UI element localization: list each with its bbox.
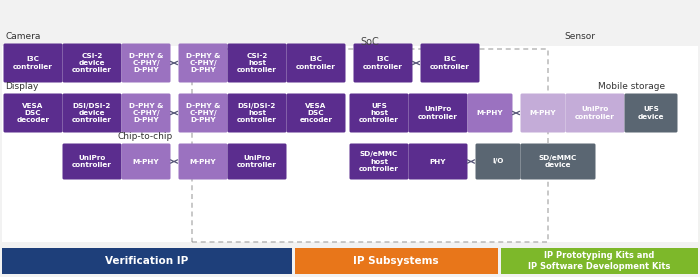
Text: I/O: I/O [492,158,504,165]
Text: SD/eMMC
device: SD/eMMC device [539,155,578,168]
Text: I3C
controller: I3C controller [430,57,470,70]
Text: I3C
controller: I3C controller [13,57,53,70]
Text: SD/eMMC
host
controller: SD/eMMC host controller [359,151,399,172]
Text: PHY: PHY [430,158,447,165]
Text: D-PHY &
C-PHY/
D-PHY: D-PHY & C-PHY/ D-PHY [186,53,220,73]
FancyBboxPatch shape [122,143,171,179]
FancyBboxPatch shape [521,143,596,179]
FancyBboxPatch shape [349,143,409,179]
Text: Verification IP: Verification IP [106,256,188,266]
FancyBboxPatch shape [122,43,171,83]
Text: UniPro
controller: UniPro controller [575,106,615,120]
Text: I3C
controller: I3C controller [363,57,403,70]
Text: M-PHY: M-PHY [190,158,216,165]
FancyBboxPatch shape [409,94,468,132]
FancyBboxPatch shape [62,143,122,179]
Text: UFS
host
controller: UFS host controller [359,103,399,123]
FancyBboxPatch shape [624,94,678,132]
Text: Camera: Camera [5,32,41,41]
FancyBboxPatch shape [349,94,409,132]
Text: Chip-to-chip: Chip-to-chip [118,132,174,141]
Text: M-PHY: M-PHY [477,110,503,116]
Text: Mobile storage: Mobile storage [598,82,665,91]
FancyBboxPatch shape [4,94,62,132]
FancyBboxPatch shape [286,94,346,132]
FancyBboxPatch shape [421,43,480,83]
FancyBboxPatch shape [62,94,122,132]
FancyBboxPatch shape [521,94,566,132]
Text: M-PHY: M-PHY [530,110,556,116]
Text: UniPro
controller: UniPro controller [418,106,458,120]
FancyBboxPatch shape [62,43,122,83]
FancyBboxPatch shape [475,143,521,179]
FancyBboxPatch shape [354,43,412,83]
Text: IP Subsystems: IP Subsystems [354,256,439,266]
FancyBboxPatch shape [178,43,228,83]
Text: CSI-2
host
controller: CSI-2 host controller [237,53,277,73]
Text: Sensor: Sensor [564,32,595,41]
FancyBboxPatch shape [4,43,62,83]
FancyBboxPatch shape [295,248,498,274]
Text: IP Prototyping Kits and
IP Software Development Kits: IP Prototyping Kits and IP Software Deve… [528,251,670,271]
Text: CSI-2
device
controller: CSI-2 device controller [72,53,112,73]
Text: UniPro
controller: UniPro controller [72,155,112,168]
Text: D-PHY &
C-PHY/
D-PHY: D-PHY & C-PHY/ D-PHY [129,53,163,73]
FancyBboxPatch shape [501,248,698,274]
FancyBboxPatch shape [228,43,286,83]
FancyBboxPatch shape [409,143,468,179]
Text: VESA
DSC
encoder: VESA DSC encoder [300,103,332,123]
FancyBboxPatch shape [122,94,171,132]
FancyBboxPatch shape [2,248,292,274]
Text: UFS
device: UFS device [638,106,664,120]
Text: Display: Display [5,82,38,91]
Text: I3C
controller: I3C controller [296,57,336,70]
FancyBboxPatch shape [178,94,228,132]
Text: DSI/DSI-2
host
controller: DSI/DSI-2 host controller [237,103,277,123]
Text: VESA
DSC
decoder: VESA DSC decoder [17,103,50,123]
FancyBboxPatch shape [228,94,286,132]
FancyBboxPatch shape [178,143,228,179]
Text: M-PHY: M-PHY [133,158,160,165]
Text: UniPro
controller: UniPro controller [237,155,277,168]
FancyBboxPatch shape [468,94,512,132]
FancyBboxPatch shape [286,43,346,83]
FancyBboxPatch shape [228,143,286,179]
Text: D-PHY &
C-PHY/
D-PHY: D-PHY & C-PHY/ D-PHY [129,103,163,123]
FancyBboxPatch shape [566,94,624,132]
FancyBboxPatch shape [2,46,698,242]
Text: DSI/DSI-2
device
controller: DSI/DSI-2 device controller [72,103,112,123]
Text: SoC: SoC [360,37,379,47]
Text: D-PHY &
C-PHY/
D-PHY: D-PHY & C-PHY/ D-PHY [186,103,220,123]
